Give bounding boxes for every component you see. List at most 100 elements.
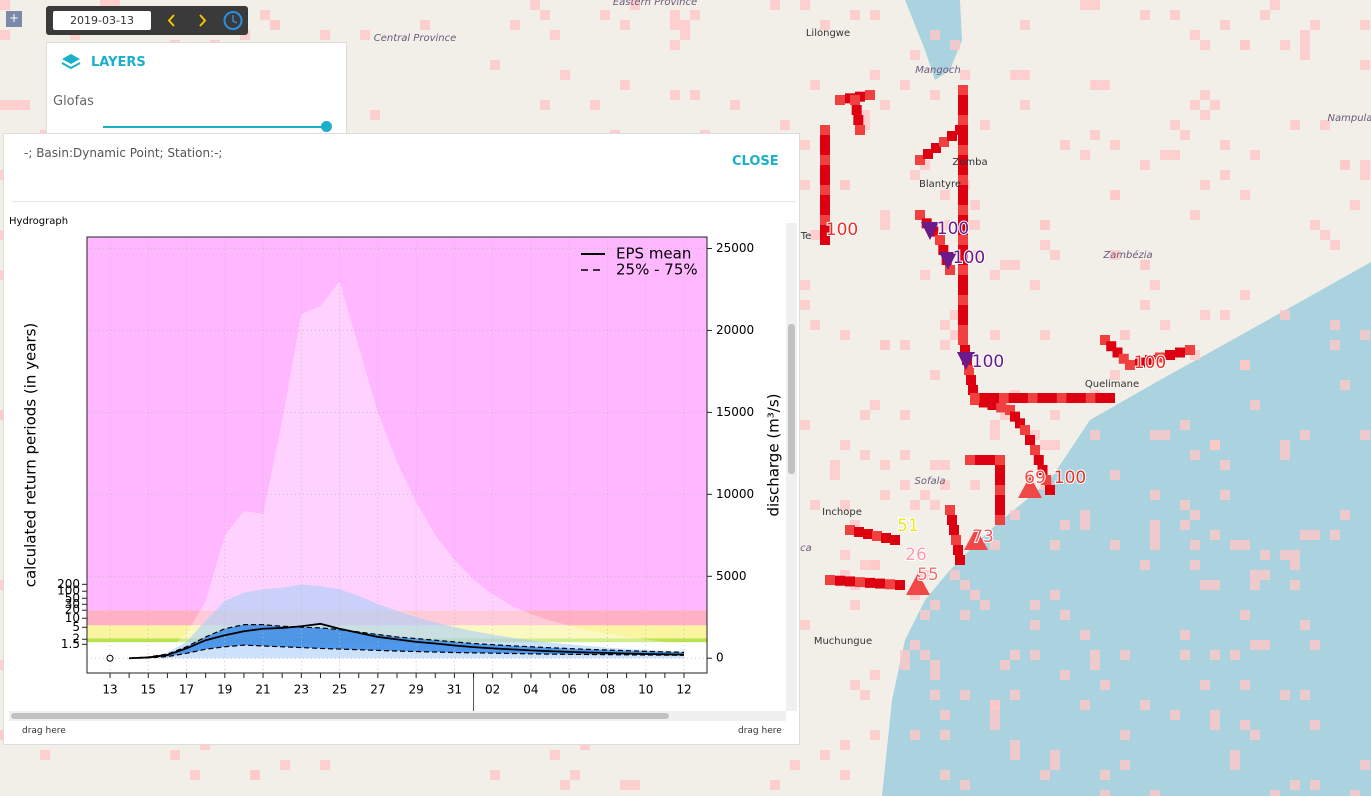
cell bbox=[1310, 530, 1320, 540]
river-cell bbox=[958, 155, 968, 165]
river-cell bbox=[995, 485, 1005, 495]
cell bbox=[900, 660, 910, 670]
y-tick-label: 2 bbox=[72, 632, 80, 646]
marker-label: 73 bbox=[972, 527, 994, 547]
river-cell bbox=[1018, 393, 1029, 403]
cell bbox=[1180, 650, 1190, 660]
zoom-button[interactable]: + bbox=[6, 11, 22, 27]
cell bbox=[1020, 100, 1030, 110]
drag-handle[interactable]: drag here bbox=[738, 726, 782, 736]
cell bbox=[100, 0, 110, 10]
river-cell bbox=[1175, 347, 1185, 358]
x-tick-label: 25 bbox=[332, 683, 347, 697]
cell bbox=[990, 710, 1000, 720]
cell bbox=[980, 120, 990, 130]
cell bbox=[1160, 320, 1170, 330]
close-button[interactable]: CLOSE bbox=[732, 154, 779, 169]
cell bbox=[550, 750, 560, 760]
cell bbox=[870, 10, 880, 20]
slider-handle[interactable] bbox=[321, 121, 332, 132]
cell bbox=[910, 500, 920, 510]
y-tick-label: 30 bbox=[65, 597, 80, 611]
cell bbox=[820, 750, 830, 760]
x-tick-label: 17 bbox=[179, 683, 194, 697]
river-cell bbox=[975, 455, 985, 465]
cell bbox=[970, 220, 980, 230]
cell bbox=[960, 610, 970, 620]
toolbar-icons bbox=[167, 11, 243, 30]
y2-tick-label: 10000 bbox=[716, 487, 754, 501]
x-tick-label: 04 bbox=[523, 683, 538, 697]
marker-label: 100 bbox=[1054, 468, 1086, 488]
cell bbox=[1010, 690, 1020, 700]
cell bbox=[1280, 440, 1290, 450]
x-tick-label: 10 bbox=[638, 683, 653, 697]
place-label: Muchungue bbox=[814, 636, 872, 647]
cell bbox=[1010, 740, 1020, 750]
cell bbox=[1100, 680, 1110, 690]
v-scrollbar[interactable] bbox=[788, 324, 795, 474]
cell bbox=[900, 480, 910, 490]
cell bbox=[1360, 20, 1370, 30]
cell bbox=[870, 670, 880, 680]
cell bbox=[260, 10, 270, 20]
layers-title[interactable]: LAYERS bbox=[91, 55, 146, 70]
cell bbox=[1290, 550, 1300, 560]
cell bbox=[1230, 760, 1240, 770]
river-cell bbox=[958, 245, 968, 255]
cell bbox=[1050, 540, 1060, 550]
place-label: ca bbox=[800, 543, 812, 554]
river-cell bbox=[1085, 393, 1096, 403]
cell bbox=[40, 750, 50, 760]
river-cell bbox=[1020, 425, 1030, 435]
river-cell bbox=[1066, 393, 1077, 403]
river-cell bbox=[1106, 341, 1117, 352]
prev-button[interactable] bbox=[167, 14, 175, 27]
next-button[interactable] bbox=[199, 14, 207, 27]
cell bbox=[1010, 260, 1020, 270]
cell bbox=[0, 30, 10, 40]
cell bbox=[1120, 730, 1130, 740]
place-label: Nampula bbox=[1328, 113, 1371, 124]
cell bbox=[530, 0, 540, 10]
y-tick-label: 5 bbox=[72, 620, 80, 634]
opacity-slider[interactable] bbox=[103, 126, 327, 128]
cell bbox=[910, 640, 920, 650]
cell bbox=[930, 690, 940, 700]
cell bbox=[690, 10, 700, 20]
river-cell bbox=[985, 455, 995, 465]
river-cell bbox=[1037, 465, 1048, 475]
river-cell bbox=[995, 505, 1005, 515]
h-scrollbar[interactable] bbox=[11, 713, 669, 719]
drag-handle[interactable]: drag here bbox=[22, 726, 66, 736]
river-cell bbox=[958, 255, 968, 265]
cell bbox=[1250, 400, 1260, 410]
cell bbox=[1190, 210, 1200, 220]
cell bbox=[1340, 160, 1350, 170]
cell bbox=[920, 490, 930, 500]
cell bbox=[1080, 150, 1090, 160]
cell bbox=[1340, 380, 1350, 390]
cell bbox=[570, 770, 580, 780]
cell bbox=[670, 40, 680, 50]
cell bbox=[1020, 20, 1030, 30]
station-marker bbox=[921, 222, 939, 240]
x-tick-label: 02 bbox=[485, 683, 500, 697]
cell bbox=[940, 710, 950, 720]
river-cell bbox=[960, 345, 970, 355]
cell bbox=[620, 780, 630, 790]
clock-button[interactable] bbox=[223, 11, 243, 30]
cell bbox=[1200, 40, 1210, 50]
cell bbox=[1040, 240, 1050, 250]
date-input[interactable]: 2019-03-13 bbox=[53, 11, 151, 30]
cell bbox=[1230, 540, 1240, 550]
river-cell bbox=[1100, 335, 1110, 345]
cell bbox=[1150, 490, 1160, 500]
cell bbox=[1310, 720, 1320, 730]
cell bbox=[990, 430, 1000, 440]
cell bbox=[320, 760, 330, 770]
cell bbox=[840, 500, 850, 510]
cell bbox=[900, 80, 910, 90]
cell bbox=[1030, 280, 1040, 290]
cell bbox=[1210, 650, 1220, 660]
